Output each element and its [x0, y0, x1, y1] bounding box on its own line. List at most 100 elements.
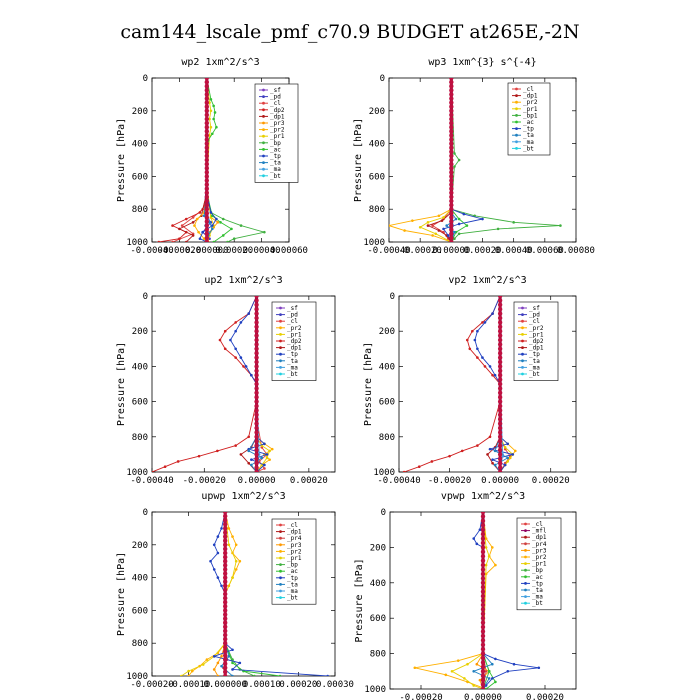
zero-trace-marker [223, 563, 228, 568]
y-tick-label: 0 [390, 292, 395, 302]
series-point [198, 211, 202, 214]
series-point [263, 463, 266, 467]
y-tick-label: 1000 [126, 672, 148, 682]
legend-entry: _dp2 [287, 338, 302, 345]
zero-trace-marker [204, 108, 209, 114]
zero-trace-marker [449, 194, 454, 200]
zero-trace-marker [204, 84, 209, 89]
series-point [209, 125, 213, 129]
series-point [473, 338, 477, 342]
series-point [212, 655, 216, 658]
legend-entry: _ma [287, 364, 298, 371]
zero-trace-marker [223, 513, 228, 519]
zero-trace-marker [254, 399, 259, 404]
zero-trace-marker [480, 589, 486, 594]
zero-trace-marker [204, 215, 209, 220]
zero-trace-marker [254, 368, 259, 373]
legend-marker [279, 550, 282, 553]
zero-trace-marker [254, 307, 259, 312]
plot-frame [151, 295, 336, 473]
zero-trace-marker [497, 298, 503, 303]
x-tick-label: 0.00020 [290, 476, 328, 486]
legend: _sf_pd_cl_dp2_dp1_pr3_pr2_pr1_bp_ac_tp_t… [254, 83, 299, 183]
zero-trace-marker [204, 149, 209, 154]
y-tick-label: 400 [379, 362, 395, 372]
y-tick-label: 200 [132, 541, 148, 551]
x-tick-label: -0.00040 [130, 246, 173, 256]
legend-marker [279, 326, 282, 330]
legend-entry: _ma [287, 588, 298, 595]
y-tick-label: 400 [369, 140, 385, 150]
zero-trace-marker [223, 591, 228, 597]
zero-trace-marker [204, 166, 209, 171]
series-line-tp [442, 78, 483, 242]
legend-box [271, 518, 317, 605]
series-point [468, 347, 472, 351]
series-point [180, 224, 184, 227]
series-group [402, 296, 517, 472]
series-line-tp [474, 296, 513, 472]
legend-marker [279, 523, 282, 527]
zero-trace-marker [254, 324, 259, 329]
zero-trace-marker [254, 434, 259, 439]
zero-trace-marker [254, 465, 259, 470]
series-point [234, 543, 238, 547]
series-point [491, 461, 494, 465]
zero-trace-marker [223, 620, 228, 625]
legend-entry: _dp1 [523, 93, 538, 100]
zero-trace-marker [223, 657, 228, 662]
zero-trace-marker [223, 538, 228, 543]
series-point [466, 662, 469, 666]
zero-trace-marker [223, 612, 228, 617]
zero-trace-marker [254, 298, 259, 303]
zero-trace-marker [497, 461, 503, 466]
y-axis-label: Pressure [hPa] [363, 342, 374, 426]
zero-trace-marker [223, 641, 228, 646]
series-point [265, 453, 269, 456]
zero-trace-marker [449, 161, 454, 167]
zero-trace-marker [204, 141, 209, 146]
zero-trace-marker [223, 636, 228, 642]
legend-entry: _bp [270, 140, 281, 147]
zero-trace-marker [204, 92, 209, 97]
y-tick-label: 0 [381, 508, 386, 518]
zero-trace-marker [480, 593, 486, 599]
series-point [491, 312, 494, 315]
zero-trace-marker [223, 512, 228, 515]
x-tick-label: 0.00040 [243, 246, 281, 256]
series-point [178, 227, 181, 231]
zero-trace-marker [497, 412, 503, 417]
zero-trace-marker [480, 655, 486, 661]
zero-trace-marker [204, 79, 209, 85]
series-point [484, 563, 488, 567]
y-tick-label: 1000 [126, 468, 148, 478]
legend-marker [262, 161, 265, 165]
zero-trace-marker [480, 576, 486, 581]
series-point [209, 109, 213, 113]
zero-trace-marker [480, 567, 486, 572]
series-point [278, 674, 282, 676]
x-tick-label: 0.00000 [464, 693, 502, 700]
legend-entry: _bt [529, 371, 540, 378]
series-point [212, 568, 216, 571]
zero-trace-marker [480, 514, 486, 519]
series-point [212, 543, 216, 547]
y-tick-label: 800 [132, 639, 148, 649]
series-line-dp1 [240, 296, 258, 472]
series-group [179, 512, 329, 676]
y-tick-label: 600 [132, 606, 148, 616]
series-point [178, 237, 181, 241]
zero-trace-marker [480, 669, 486, 674]
zero-trace-marker [223, 542, 228, 547]
y-tick-label: 800 [369, 205, 385, 215]
zero-trace-marker [223, 567, 228, 572]
zero-trace-marker [497, 368, 503, 373]
legend-entry: _pr4 [532, 541, 547, 548]
zero-trace-marker [254, 408, 259, 413]
x-tick-label: -0.00020 [183, 476, 226, 486]
legend-marker [524, 535, 527, 539]
series-point [476, 444, 479, 447]
zero-trace-marker [223, 575, 228, 580]
series-point [270, 447, 274, 451]
zero-trace-marker [254, 390, 259, 395]
